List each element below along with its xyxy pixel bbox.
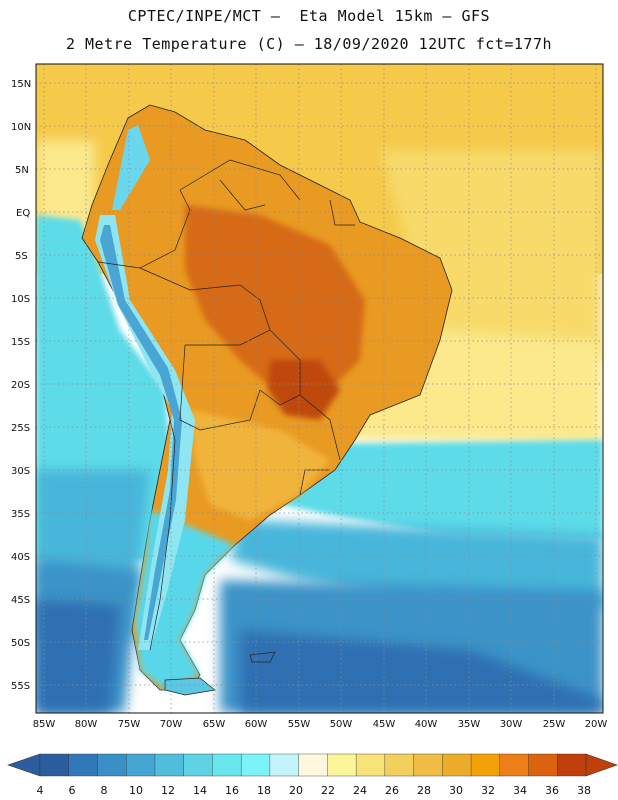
- colorbar-labels: 4 6 8 10 12 14 16 18 20 22 24 26 28 30 3…: [37, 784, 592, 797]
- lon-label: 25W: [543, 719, 566, 730]
- lat-label: 10N: [11, 122, 31, 133]
- lat-label: 30S: [11, 466, 30, 477]
- lat-label: 40S: [11, 552, 30, 563]
- lat-label: 5N: [15, 165, 29, 176]
- lon-label: 75W: [118, 719, 141, 730]
- colorbar-cell: [154, 753, 185, 777]
- lat-label: 15N: [11, 79, 31, 90]
- colorbar-cell: [298, 753, 328, 777]
- lat-label: 15S: [11, 337, 30, 348]
- colorbar-label: 34: [513, 784, 527, 797]
- lon-label: 35W: [458, 719, 481, 730]
- lon-label: 45W: [373, 719, 396, 730]
- lat-label: 20S: [11, 380, 30, 391]
- title-model: CPTEC/INPE/MCT – Eta Model 15km – GFS: [127, 7, 491, 25]
- colorbar-cell: [384, 753, 415, 777]
- lat-label: 10S: [11, 294, 30, 305]
- colorbar-label: 28: [417, 784, 431, 797]
- land-hottest-pantanal: [268, 360, 340, 420]
- colorbar-cell: [126, 753, 156, 777]
- colorbar-label: 32: [481, 784, 495, 797]
- colorbar-label: 8: [101, 784, 108, 797]
- colorbar-label: 14: [193, 784, 207, 797]
- lon-label: 50W: [330, 719, 353, 730]
- andes-north-cold: [112, 125, 150, 210]
- ocean-subtropical: [36, 140, 603, 445]
- latitude-axis: 15N 10N 5N EQ 5S 10S 15S 20S 25S 30S 35S…: [11, 79, 31, 692]
- colorbar-high-arrow: [585, 753, 618, 777]
- map-field: [36, 64, 603, 713]
- lat-label: EQ: [16, 208, 30, 219]
- lat-label: 35S: [11, 509, 30, 520]
- country-borders: [97, 159, 355, 651]
- lon-label: 65W: [203, 719, 226, 730]
- colorbar-label: 10: [129, 784, 143, 797]
- colorbar-label: 12: [161, 784, 175, 797]
- colorbar-label: 24: [353, 784, 367, 797]
- lat-label: 45S: [11, 595, 30, 606]
- colorbar-label: 20: [289, 784, 303, 797]
- colorbar-label: 16: [225, 784, 239, 797]
- colorbar-cell: [557, 753, 587, 777]
- title-field: 2 Metre Temperature (C) – 18/09/2020 12U…: [65, 35, 553, 53]
- ocean-coldest: [36, 600, 603, 713]
- colorbar-cell: [212, 753, 242, 777]
- andes-cold-spine: [100, 225, 182, 640]
- lon-label: 30W: [500, 719, 523, 730]
- colorbar-label: 26: [385, 784, 399, 797]
- colorbar-cell: [442, 753, 472, 777]
- colorbar-cell: [470, 753, 501, 777]
- colorbar-label: 4: [37, 784, 44, 797]
- colorbar-cells: [39, 753, 587, 777]
- ocean-cool: [36, 215, 603, 560]
- colorbar: 4 6 8 10 12 14 16 18 20 22 24 26 28 30 3…: [7, 753, 618, 797]
- graticule: [36, 64, 603, 713]
- lon-label: 55W: [288, 719, 311, 730]
- colorbar-cell: [327, 753, 357, 777]
- tierra-del-fuego: [164, 677, 216, 696]
- colorbar-cell: [269, 753, 300, 777]
- lon-label: 85W: [33, 719, 56, 730]
- land-hotter-amazon: [185, 205, 365, 400]
- lon-label: 80W: [75, 719, 98, 730]
- lat-label: 5S: [15, 251, 28, 262]
- lon-label: 40W: [415, 719, 438, 730]
- colorbar-cell: [97, 753, 127, 777]
- lon-label: 70W: [160, 719, 183, 730]
- colorbar-label: 22: [321, 784, 335, 797]
- colorbar-label: 30: [449, 784, 463, 797]
- colorbar-cell: [183, 753, 213, 777]
- longitude-axis: 85W 80W 75W 70W 65W 60W 55W 50W 45W 40W …: [33, 719, 608, 730]
- colorbar-cell: [68, 753, 98, 777]
- colorbar-cell: [413, 753, 443, 777]
- map-frame: [35, 63, 604, 714]
- lat-label: 25S: [11, 423, 30, 434]
- colorbar-label: 36: [545, 784, 559, 797]
- lat-label: 50S: [11, 638, 30, 649]
- colorbar-cell: [39, 753, 70, 777]
- lon-label: 60W: [245, 719, 268, 730]
- colorbar-cell: [355, 753, 386, 777]
- colorbar-cell: [528, 753, 558, 777]
- colorbar-cell: [499, 753, 530, 777]
- colorbar-label: 18: [257, 784, 271, 797]
- colorbar-label: 38: [577, 784, 591, 797]
- colorbar-cell: [240, 753, 271, 777]
- lon-label: 20W: [585, 719, 608, 730]
- colorbar-low-arrow: [7, 753, 41, 777]
- land-warm-south: [190, 410, 330, 520]
- colorbar-label: 6: [69, 784, 76, 797]
- lat-label: 55S: [11, 681, 30, 692]
- andes-cool-band: [95, 215, 195, 650]
